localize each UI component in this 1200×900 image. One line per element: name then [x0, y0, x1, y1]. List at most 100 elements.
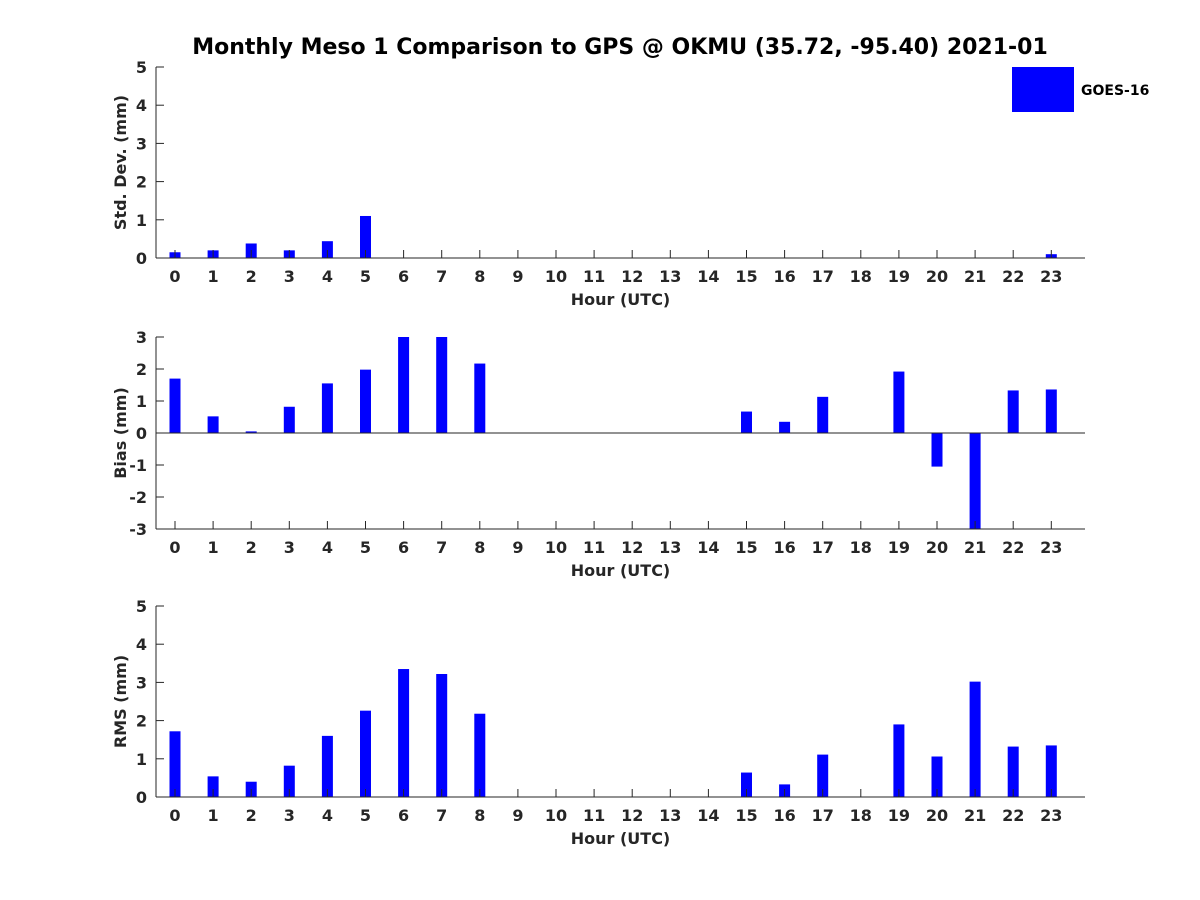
rms-bar-hour-21 — [969, 681, 981, 797]
rms-y-tick-label: 5 — [136, 597, 147, 616]
rms-bar-hour-20 — [931, 756, 943, 797]
std-dev-x-tick-label: 8 — [474, 267, 485, 286]
rms-x-axis-label: Hour (UTC) — [571, 829, 671, 848]
rms-x-tick-label: 8 — [474, 806, 485, 825]
bias-y-tick-label: 2 — [136, 360, 147, 379]
rms-x-tick-label: 16 — [773, 806, 795, 825]
bias-x-tick-label: 19 — [888, 538, 910, 557]
bias-y-tick-label: 0 — [136, 424, 147, 443]
rms-bar-hour-1 — [207, 776, 219, 797]
std-dev-x-tick-label: 15 — [735, 267, 757, 286]
std-dev-y-tick-label: 1 — [136, 211, 147, 230]
rms-bar-hour-3 — [283, 765, 295, 797]
rms-x-tick-label: 6 — [398, 806, 409, 825]
legend: GOES-16 — [1012, 67, 1149, 112]
rms-x-tick-label: 4 — [322, 806, 333, 825]
bias-x-tick-label: 10 — [545, 538, 567, 557]
rms-x-tick-label: 14 — [697, 806, 719, 825]
rms-y-axis-label: RMS (mm) — [111, 655, 130, 748]
rms-bar-hour-0 — [169, 731, 181, 797]
rms-x-tick-label: 13 — [659, 806, 681, 825]
rms-x-tick-label: 18 — [850, 806, 872, 825]
std-dev-x-tick-label: 11 — [583, 267, 605, 286]
bias-bar-hour-17 — [817, 396, 829, 433]
bias-bar-hour-2 — [245, 431, 257, 433]
rms-bar-hour-4 — [321, 735, 333, 797]
std-dev-y-tick-label: 0 — [136, 249, 147, 268]
std-dev-y-tick-label: 3 — [136, 134, 147, 153]
rms-y-tick-label: 3 — [136, 673, 147, 692]
rms-x-tick-label: 10 — [545, 806, 567, 825]
rms-x-tick-label: 0 — [169, 806, 180, 825]
std-dev-x-tick-label: 7 — [436, 267, 447, 286]
std-dev-x-tick-label: 23 — [1040, 267, 1062, 286]
rms-y-tick-label: 0 — [136, 788, 147, 807]
rms-x-tick-label: 19 — [888, 806, 910, 825]
rms-bar-hour-22 — [1007, 746, 1019, 797]
bias-x-tick-label: 16 — [773, 538, 795, 557]
std-dev-y-axis-label: Std. Dev. (mm) — [111, 95, 130, 230]
bias-x-tick-label: 9 — [512, 538, 523, 557]
std-dev-x-axis-label: Hour (UTC) — [571, 290, 671, 309]
std-dev-x-tick-label: 9 — [512, 267, 523, 286]
bias-x-tick-label: 11 — [583, 538, 605, 557]
rms-x-tick-label: 7 — [436, 806, 447, 825]
std-dev-y-tick-label: 4 — [136, 96, 147, 115]
rms-x-tick-label: 3 — [284, 806, 295, 825]
rms-x-tick-label: 2 — [246, 806, 257, 825]
rms-x-tick-label: 15 — [735, 806, 757, 825]
bias-x-axis-label: Hour (UTC) — [571, 561, 671, 580]
rms-x-tick-label: 9 — [512, 806, 523, 825]
bias-bar-hour-8 — [474, 363, 486, 433]
bias-bar-hour-5 — [360, 369, 371, 433]
std-dev-x-tick-label: 13 — [659, 267, 681, 286]
std-dev-x-tick-label: 18 — [850, 267, 872, 286]
std-dev-bar-hour-5 — [360, 215, 371, 258]
bias-y-tick-label: -2 — [129, 488, 147, 507]
std-dev-x-tick-label: 19 — [888, 267, 910, 286]
std-dev-x-tick-label: 14 — [697, 267, 719, 286]
bias-x-tick-label: 5 — [360, 538, 371, 557]
bias-x-tick-label: 14 — [697, 538, 719, 557]
std-dev-x-tick-label: 22 — [1002, 267, 1024, 286]
legend-label: GOES-16 — [1081, 83, 1149, 99]
std-dev-x-tick-label: 5 — [360, 267, 371, 286]
bias-x-tick-label: 13 — [659, 538, 681, 557]
rms-bar-hour-17 — [817, 754, 829, 797]
bias-x-tick-label: 2 — [246, 538, 257, 557]
bias-bar-hour-7 — [436, 337, 448, 433]
bias-bar-hour-15 — [741, 411, 752, 433]
std-dev-x-tick-label: 20 — [926, 267, 948, 286]
bias-x-tick-label: 20 — [926, 538, 948, 557]
bias-x-tick-label: 21 — [964, 538, 986, 557]
bias-bar-hour-23 — [1045, 389, 1057, 433]
bias-x-tick-label: 17 — [812, 538, 834, 557]
rms-bar-hour-19 — [893, 724, 905, 797]
bias-bar-hour-6 — [398, 337, 410, 433]
std-dev-x-tick-label: 6 — [398, 267, 409, 286]
rms-bar-hour-15 — [741, 772, 752, 797]
rms-bar-hour-23 — [1045, 745, 1057, 797]
rms-bar-hour-7 — [436, 673, 448, 797]
std-dev-x-tick-label: 2 — [246, 267, 257, 286]
std-dev-x-tick-label: 16 — [773, 267, 795, 286]
std-dev-bar-hour-4 — [321, 241, 333, 258]
bias-x-tick-label: 7 — [436, 538, 447, 557]
bias-x-tick-label: 22 — [1002, 538, 1024, 557]
bias-bar-hour-4 — [321, 383, 333, 433]
rms-x-tick-label: 11 — [583, 806, 605, 825]
bias-x-tick-label: 18 — [850, 538, 872, 557]
bias-y-tick-label: -1 — [129, 456, 147, 475]
rms-y-tick-label: 2 — [136, 712, 147, 731]
bias-bar-hour-1 — [207, 416, 219, 433]
rms-y-tick-label: 4 — [136, 635, 147, 654]
std-dev-y-tick-label: 2 — [136, 173, 147, 192]
std-dev-x-tick-label: 4 — [322, 267, 333, 286]
bias-x-tick-label: 3 — [284, 538, 295, 557]
bias-x-tick-label: 6 — [398, 538, 409, 557]
rms-x-tick-label: 1 — [208, 806, 219, 825]
